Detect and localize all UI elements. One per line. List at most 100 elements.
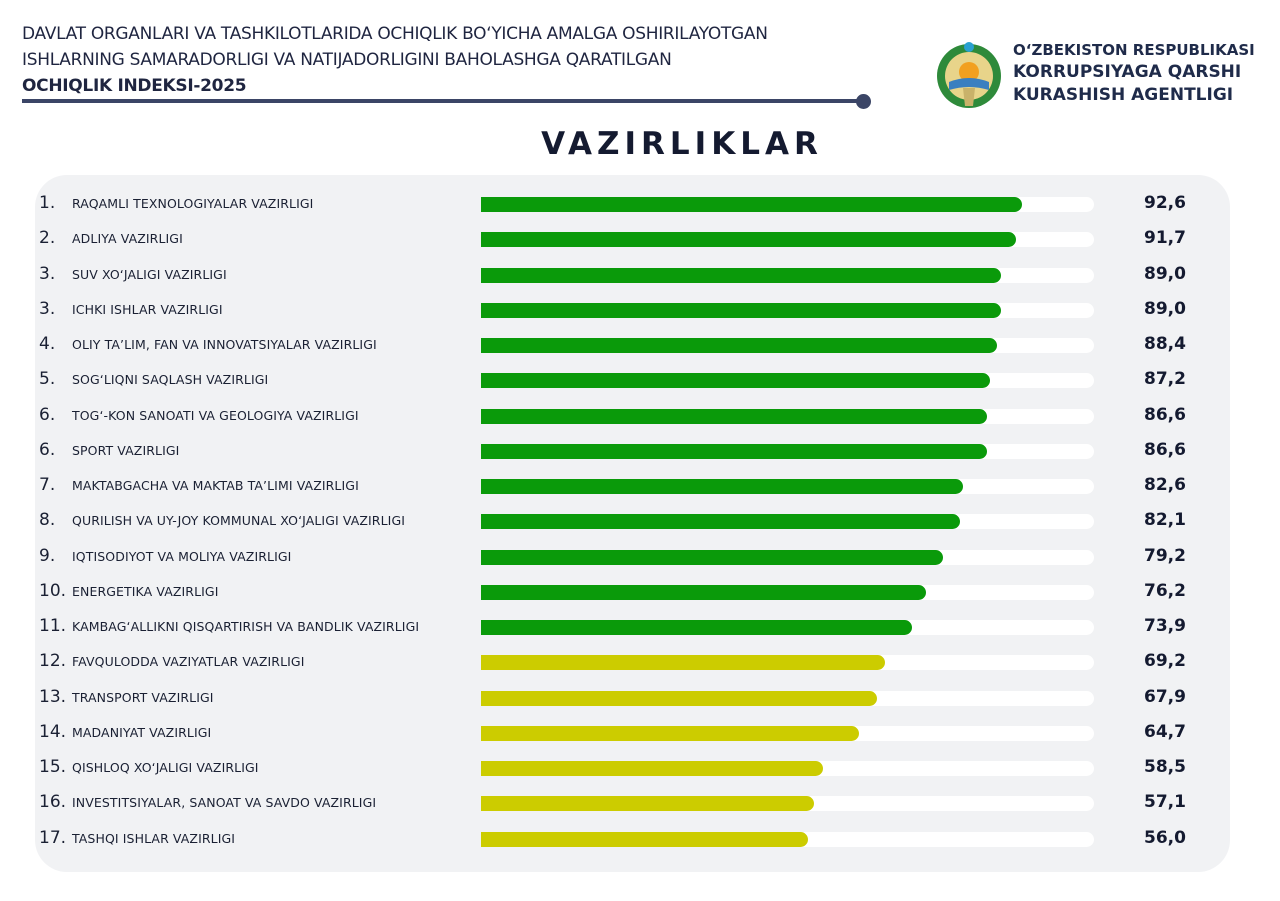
bar — [481, 197, 1022, 212]
bar — [481, 761, 823, 776]
ministry-label: SPORT VAZIRLIGI — [72, 442, 180, 458]
bar-track — [481, 443, 1094, 459]
rank-label: 12. — [39, 651, 67, 672]
bar — [481, 302, 1001, 318]
ministry-label: RAQAMLI TEXNOLOGIYALAR VAZIRLIGI — [72, 196, 314, 211]
chart-row: 8. QURILISH VA UY-JOY KOMMUNAL XO‘JALIGI… — [0, 506, 1280, 536]
rank-label: 2. — [39, 228, 56, 249]
chart-row: 11. KAMBAG‘ALLIKNI QISQARTIRISH VA BANDL… — [0, 612, 1280, 642]
org-name-line-1: O‘ZBEKISTON RESPUBLIKASI — [1013, 41, 1255, 59]
value-label: 86,6 — [1144, 404, 1186, 425]
chart-row: 6. TOG‘-KON SANOATI VA GEOLOGIYA VAZIRLI… — [0, 401, 1280, 431]
value-label: 87,2 — [1144, 369, 1186, 390]
bar — [481, 514, 961, 530]
chart-row: 3. SUV XO‘JALIGI VAZIRLIGI 89,0 — [0, 260, 1280, 290]
rank-label: 11. — [39, 616, 67, 636]
rank-label: 6. — [39, 439, 56, 460]
bar-track — [481, 690, 1094, 706]
bar — [481, 338, 998, 353]
bar-track — [481, 725, 1094, 741]
bar — [481, 655, 885, 671]
bar — [481, 373, 991, 389]
value-label: 89,0 — [1144, 263, 1186, 284]
header-line-3: OCHIQLIK INDEKSI-2025 — [22, 76, 247, 96]
value-label: 86,6 — [1144, 439, 1186, 460]
ministry-label: TRANSPORT VAZIRLIGI — [72, 689, 214, 705]
ministry-label: MAKTABGACHA VA MAKTAB TA’LIMI VAZIRLIGI — [72, 478, 359, 493]
value-label: 82,1 — [1144, 510, 1186, 531]
rank-label: 10. — [39, 580, 67, 601]
rank-label: 3. — [39, 298, 56, 319]
header-line-1: DAVLAT ORGANLARI VA TASHKILOTLARIDA OCHI… — [22, 24, 768, 44]
ministry-label: KAMBAG‘ALLIKNI QISQARTIRISH VA BANDLIK V… — [72, 619, 420, 634]
rank-label: 17. — [39, 827, 67, 848]
value-label: 73,9 — [1144, 616, 1186, 636]
value-label: 79,2 — [1144, 545, 1186, 566]
bar-track — [481, 831, 1094, 847]
ministry-label: INVESTITSIYALAR, SANOAT VA SAVDO VAZIRLI… — [72, 795, 377, 811]
bar-track — [481, 761, 1094, 776]
org-name-line-2: KORRUPSIYAGA QARSHI — [1013, 62, 1242, 82]
rank-label: 16. — [39, 792, 67, 813]
bar — [481, 267, 1001, 283]
bar-track — [481, 584, 1094, 600]
bar-track — [481, 338, 1094, 353]
value-label: 82,6 — [1144, 475, 1186, 495]
chart-row: 13. TRANSPORT VAZIRLIGI 67,9 — [0, 683, 1280, 713]
bar-track — [481, 620, 1094, 635]
value-label: 57,1 — [1144, 792, 1186, 813]
value-label: 58,5 — [1144, 757, 1186, 777]
rank-label: 5. — [39, 369, 56, 390]
value-label: 76,2 — [1144, 580, 1186, 601]
bar — [481, 584, 926, 600]
ministry-label: SOG‘LIQNI SAQLASH VAZIRLIGI — [72, 372, 269, 388]
bar — [481, 690, 878, 706]
bar-track — [481, 408, 1094, 424]
bar-track — [481, 302, 1094, 318]
ministry-label: ADLIYA VAZIRLIGI — [72, 231, 183, 247]
ministry-label: OLIY TA’LIM, FAN VA INNOVATSIYALAR VAZIR… — [72, 337, 377, 352]
rank-label: 6. — [39, 404, 56, 425]
bar-track — [481, 514, 1094, 530]
header-line-2: ISHLARNING SAMARADORLIGI VA NATIJADORLIG… — [22, 50, 672, 70]
value-label: 67,9 — [1144, 686, 1186, 707]
chart-row: 15. QISHLOQ XO‘JALIGI VAZIRLIGI 58,5 — [0, 753, 1280, 783]
chart-row: 14. MADANIYAT VAZIRLIGI 64,7 — [0, 718, 1280, 748]
rank-label: 4. — [39, 334, 56, 354]
chart-row: 7. MAKTABGACHA VA MAKTAB TA’LIMI VAZIRLI… — [0, 471, 1280, 501]
rank-label: 13. — [39, 686, 67, 707]
value-label: 92,6 — [1144, 193, 1186, 213]
chart-row: 5. SOG‘LIQNI SAQLASH VAZIRLIGI 87,2 — [0, 365, 1280, 395]
ministry-label: TASHQI ISHLAR VAZIRLIGI — [72, 830, 236, 846]
chart-row: 12. FAVQULODDA VAZIYATLAR VAZIRLIGI 69,2 — [0, 647, 1280, 677]
ministry-label: QISHLOQ XO‘JALIGI VAZIRLIGI — [72, 760, 259, 775]
rank-label: 3. — [39, 263, 56, 284]
ministry-label: ENERGETIKA VAZIRLIGI — [72, 583, 219, 599]
chart-row: 9. IQTISODIYOT VA MOLIYA VAZIRLIGI 79,2 — [0, 542, 1280, 572]
bar-track — [481, 232, 1094, 248]
org-name-line-3: KURASHISH AGENTLIGI — [1013, 85, 1234, 105]
chart-row: 1. RAQAMLI TEXNOLOGIYALAR VAZIRLIGI 92,6 — [0, 189, 1280, 219]
chart-row: 10. ENERGETIKA VAZIRLIGI 76,2 — [0, 577, 1280, 607]
header-divider — [22, 99, 862, 103]
ministry-label: QURILISH VA UY-JOY KOMMUNAL XO‘JALIGI VA… — [72, 513, 406, 529]
bar-track — [481, 197, 1094, 212]
ministry-label: TOG‘-KON SANOATI VA GEOLOGIYA VAZIRLIGI — [72, 407, 359, 423]
rank-label: 14. — [39, 721, 67, 742]
bar-track — [481, 373, 1094, 389]
rank-label: 7. — [39, 475, 56, 495]
bar — [481, 620, 913, 635]
bar — [481, 408, 987, 424]
rank-label: 15. — [39, 757, 67, 777]
rank-label: 8. — [39, 510, 56, 531]
bar — [481, 831, 808, 847]
value-label: 89,0 — [1144, 298, 1186, 319]
rank-label: 1. — [39, 193, 56, 213]
bar — [481, 232, 1017, 248]
bar-track — [481, 479, 1094, 494]
state-emblem-icon — [937, 42, 1001, 108]
bar — [481, 725, 859, 741]
chart-row: 6. SPORT VAZIRLIGI 86,6 — [0, 436, 1280, 466]
value-label: 69,2 — [1144, 651, 1186, 672]
bar-track — [481, 655, 1094, 671]
